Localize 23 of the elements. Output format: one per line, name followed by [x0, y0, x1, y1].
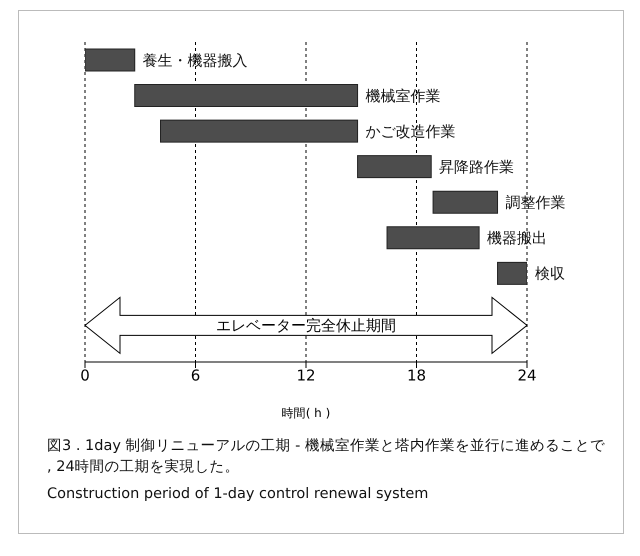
x-tick-label: 12 [296, 366, 316, 385]
y-tick-label: 昇降路作業 [439, 158, 514, 176]
text: Construction period of 1-day control renewal system [47, 485, 430, 504]
y-tick-label: 養生・機器搬入 [142, 51, 248, 70]
bar [85, 48, 136, 72]
bar [386, 226, 480, 250]
x-tick-label: 0 [80, 366, 90, 385]
y-tick-label: 調整作業 [506, 194, 566, 212]
y-tick-label: 検収 [535, 264, 565, 283]
y-tick-label: かご改造作業 [366, 122, 456, 140]
caption: 図3 . 1day 制御リニューアルの工期 - 機械室作業と塔内作業を並行に進めることで , 24時間の工期を実現した。 [47, 436, 606, 477]
bar [432, 190, 498, 214]
x-tick-label: 18 [406, 366, 426, 385]
x-tick-label: 24 [517, 366, 537, 385]
y-tick-label: 機器搬出 [487, 229, 548, 248]
bar [357, 155, 432, 178]
x-tick-label: 6 [190, 366, 200, 385]
bar [160, 120, 358, 143]
bar [134, 84, 358, 108]
x-axis-title: 時間( h ) [282, 406, 330, 420]
text: エレベーター完全休止期間 [216, 316, 396, 334]
y-tick-label: 機械室作業 [366, 86, 441, 105]
bar [497, 262, 527, 285]
